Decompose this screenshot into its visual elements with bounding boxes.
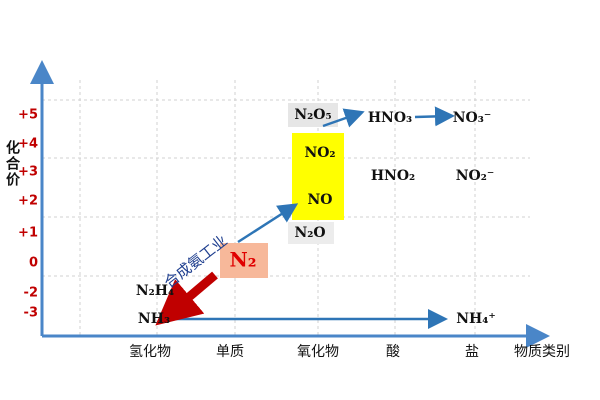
node: NO — [308, 192, 333, 208]
node: NO₃⁻ — [453, 110, 492, 126]
y-tick: -3 — [24, 306, 38, 321]
node: NH₄⁺ — [456, 311, 496, 327]
y-tick: -2 — [24, 286, 38, 301]
x-category: 氧化物 — [297, 344, 339, 360]
red-arrow — [155, 271, 218, 326]
node: NO₂⁻ — [456, 168, 495, 184]
y-tick: +3 — [18, 165, 38, 180]
x-category: 酸 — [386, 344, 400, 360]
x-category: 单质 — [216, 344, 244, 360]
arrow — [237, 203, 299, 244]
y-tick: +2 — [18, 194, 38, 209]
node-box — [288, 222, 334, 244]
node: NH₃ — [138, 311, 170, 327]
x-category: 盐 — [465, 344, 479, 360]
node: N₂O₅ — [294, 107, 331, 123]
y-tick: 0 — [29, 256, 38, 271]
y-tick: +1 — [18, 226, 38, 241]
y-tick: +4 — [18, 137, 38, 152]
arrow — [414, 106, 455, 127]
x-category: 氢化物 — [129, 344, 171, 360]
node: HNO₂ — [371, 168, 415, 184]
node: HNO₃ — [368, 110, 412, 126]
node-box — [220, 243, 268, 278]
node: NO₂ — [304, 145, 335, 161]
y-axis-label: 化合价 — [4, 139, 20, 188]
x-axis-label: 物质类别 — [514, 344, 570, 360]
node: N₂H₄ — [136, 283, 174, 299]
node-box — [292, 133, 344, 220]
node: N₂ — [229, 248, 256, 272]
y-tick: +5 — [18, 108, 38, 123]
arrow — [322, 108, 365, 128]
node: N₂O — [294, 225, 325, 241]
